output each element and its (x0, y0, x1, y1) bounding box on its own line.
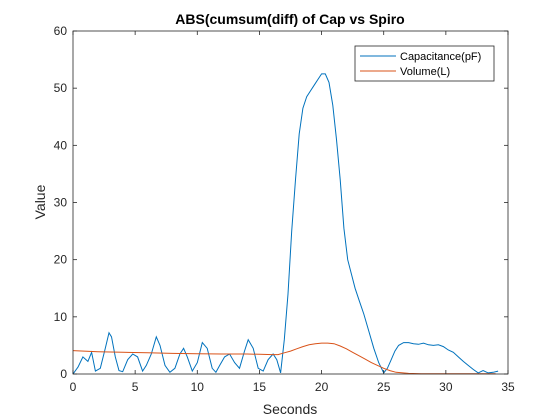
y-tick-label: 60 (54, 24, 68, 38)
axes-layer: 0 5 10 15 20 25 30 35 0 10 20 30 40 50 60 (54, 24, 515, 394)
plot-area (73, 31, 508, 374)
legend-box (354, 45, 495, 82)
y-tick-label: 0 (60, 367, 67, 381)
series-line-capacitance (72, 73, 499, 375)
x-tick-label: 20 (315, 380, 329, 394)
x-tick-label: 0 (70, 380, 77, 394)
chart-title: ABS(cumsum(diff) of Cap vs Spiro (175, 11, 404, 27)
x-tick-label: 30 (439, 380, 453, 394)
y-axis-label: Value (32, 184, 48, 219)
legend-label-volume: Volume(L) (400, 66, 450, 78)
y-tick-label: 40 (54, 138, 68, 152)
x-tick-label: 10 (191, 380, 205, 394)
y-tick-label: 20 (54, 253, 68, 267)
x-tick-label: 5 (132, 380, 139, 394)
legend-label-capacitance: Capacitance(pF) (400, 51, 481, 63)
y-tick-label: 30 (54, 196, 68, 210)
x-tick-label: 35 (501, 380, 515, 394)
legend: Capacitance(pF) Volume(L) (354, 45, 495, 82)
x-tick-label: 25 (377, 380, 391, 394)
x-tick-label: 15 (253, 380, 267, 394)
y-tick-label: 10 (54, 310, 68, 324)
x-axis-label: Seconds (263, 401, 317, 417)
y-tick-label: 50 (54, 81, 68, 95)
